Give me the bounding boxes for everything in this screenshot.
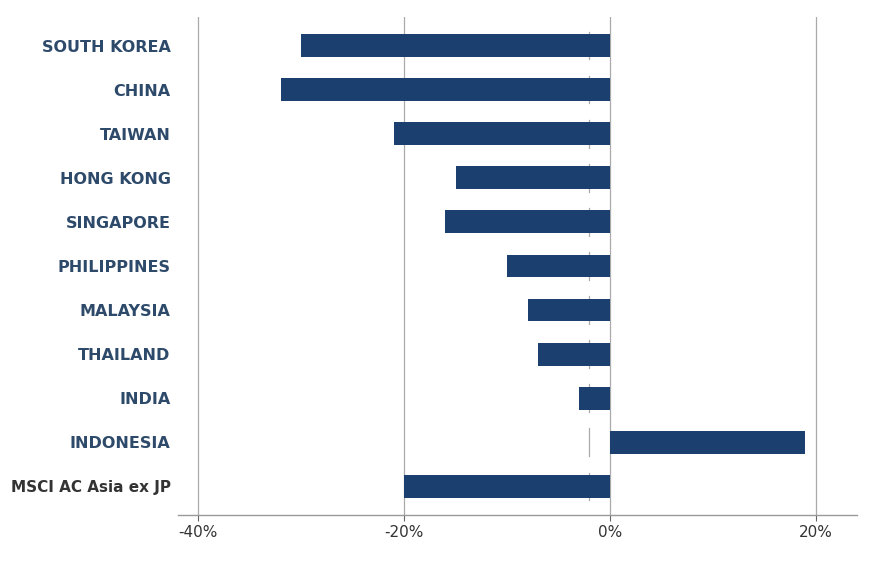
Bar: [445, 210, 610, 233]
Bar: [579, 387, 610, 410]
Bar: [610, 431, 805, 454]
Bar: [404, 475, 610, 498]
Bar: [281, 78, 610, 101]
Bar: [538, 343, 610, 366]
Bar: [301, 34, 610, 57]
Bar: [507, 255, 610, 277]
Bar: [527, 299, 610, 321]
Bar: [456, 166, 610, 189]
Bar: [393, 122, 610, 145]
